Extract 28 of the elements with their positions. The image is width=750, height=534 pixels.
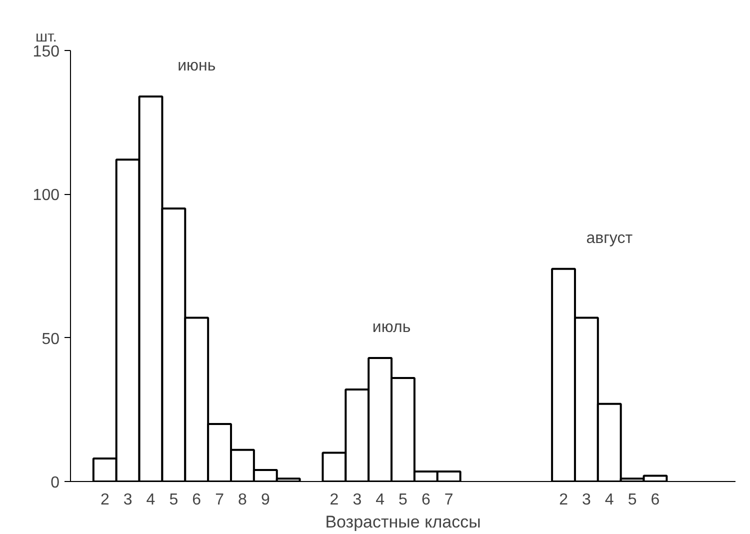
y-tick-label: 100 — [32, 187, 60, 204]
x-tick-label: 7 — [444, 492, 454, 508]
x-tick-label: 6 — [421, 492, 430, 508]
x-tick-label: 4 — [146, 492, 156, 508]
x-tick-label: 3 — [352, 492, 362, 508]
y-tick-label: 50 — [42, 330, 60, 348]
x-tick-label: 4 — [604, 492, 614, 508]
x-tick-label: 9 — [260, 492, 270, 508]
series-label: июль — [372, 318, 411, 336]
series-label: июнь — [178, 57, 216, 74]
x-axis-title: Возрастные классы — [325, 512, 481, 532]
x-tick-label: 5 — [398, 492, 408, 508]
x-tick-label: 6 — [192, 492, 202, 508]
x-tick-label: 2 — [559, 492, 568, 508]
x-tick-label: 4 — [376, 492, 385, 508]
x-tick-label: 3 — [123, 492, 132, 508]
x-tick-label: 7 — [215, 492, 224, 508]
x-tick-label: 6 — [650, 492, 660, 508]
x-tick-label: 2 — [330, 492, 339, 508]
x-tick-label: 5 — [628, 492, 637, 508]
y-axis-title: шт. — [36, 28, 57, 46]
x-tick-label: 5 — [169, 492, 178, 508]
y-tick-label: 150 — [32, 44, 60, 60]
x-tick-label: 8 — [238, 492, 248, 508]
x-tick-label: 2 — [100, 492, 110, 508]
series-label: август — [586, 230, 634, 247]
x-tick-label: 3 — [582, 492, 591, 508]
y-tick-label: 0 — [50, 474, 60, 492]
